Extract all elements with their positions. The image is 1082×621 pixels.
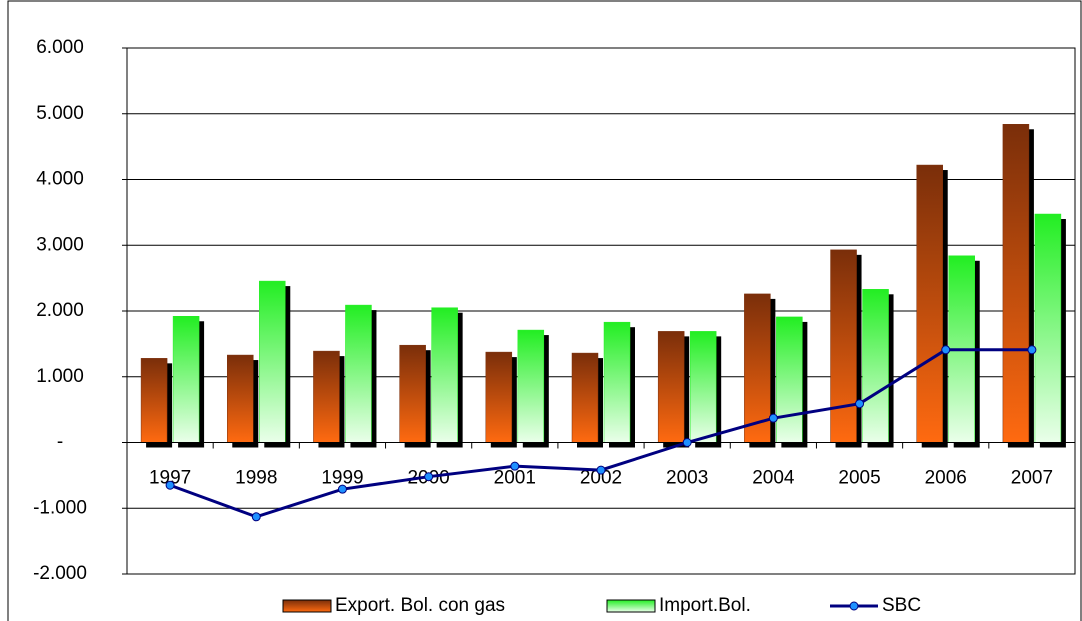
legend-marker	[849, 601, 859, 611]
bar	[172, 316, 200, 443]
bar	[485, 351, 513, 443]
bar	[259, 280, 286, 443]
x-tick-label: 1997	[149, 468, 191, 489]
chart-border	[7, 0, 1082, 621]
y-tick-label: -2.000	[33, 563, 87, 584]
x-tick-label: 2004	[752, 468, 795, 489]
bar	[603, 321, 631, 443]
bar	[862, 289, 889, 443]
bar	[227, 354, 254, 443]
x-tick-label: 2001	[494, 468, 536, 489]
line-marker	[941, 345, 951, 355]
bar	[657, 331, 685, 443]
bar	[431, 307, 458, 443]
line-marker	[768, 413, 778, 423]
line-marker	[510, 461, 520, 471]
bar	[313, 350, 340, 443]
y-tick-label: 5.000	[36, 103, 84, 124]
legend-label: Import.Bol.	[659, 595, 751, 616]
line-marker	[165, 480, 175, 490]
x-tick-label: 2002	[580, 468, 622, 489]
line-marker	[596, 465, 606, 475]
legend-swatch	[606, 599, 656, 613]
y-tick-label: -	[57, 432, 63, 453]
legend-swatch	[282, 599, 332, 613]
x-tick-label: 1999	[321, 468, 363, 489]
bar	[517, 329, 545, 443]
bar	[1034, 213, 1062, 443]
line-marker	[251, 512, 261, 522]
bar	[916, 164, 943, 443]
bar	[399, 344, 426, 443]
y-tick-label: 3.000	[36, 234, 84, 255]
y-tick-label: 2.000	[36, 300, 84, 321]
line-marker	[337, 484, 347, 494]
line-marker	[682, 438, 692, 447]
legend-label: Export. Bol. con gas	[335, 595, 505, 616]
x-tick-label: 2003	[666, 468, 708, 489]
bar	[140, 358, 168, 443]
bar	[830, 249, 857, 443]
x-tick-label: 2005	[838, 468, 880, 489]
bar	[744, 293, 771, 443]
bar	[689, 331, 717, 443]
legend-label: SBC	[882, 595, 921, 616]
y-tick-label: 6.000	[36, 37, 84, 58]
y-tick-label: 1.000	[36, 366, 84, 387]
line-marker	[1027, 345, 1037, 355]
bar	[776, 316, 803, 443]
bar	[1002, 124, 1030, 443]
x-tick-label: 1998	[235, 468, 277, 489]
y-tick-label: -1.000	[33, 497, 87, 518]
line-marker	[855, 399, 865, 409]
x-tick-label: 2006	[925, 468, 967, 489]
x-tick-label: 2007	[1011, 468, 1053, 489]
bar	[345, 304, 372, 443]
bar	[571, 352, 599, 443]
y-tick-label: 4.000	[36, 169, 84, 190]
line-marker	[424, 472, 434, 482]
